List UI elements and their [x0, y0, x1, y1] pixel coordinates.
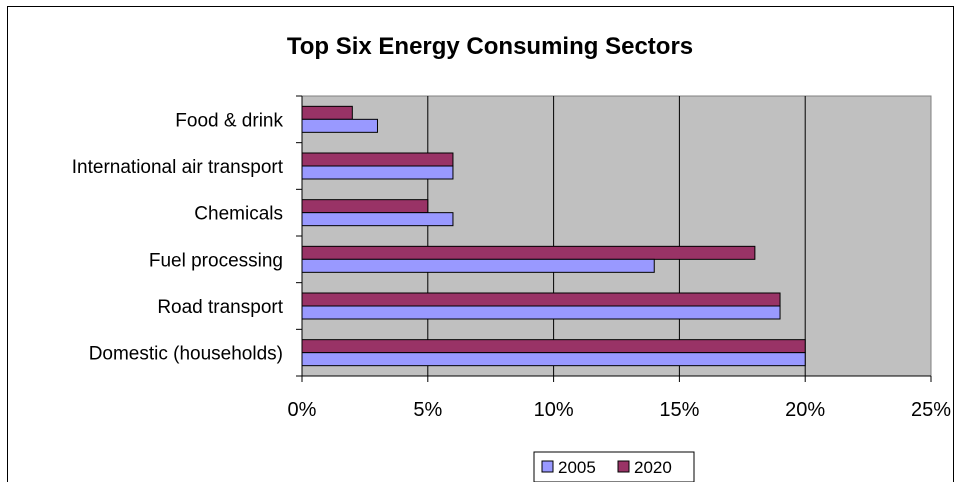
bar-2020 [301, 152, 454, 167]
chart-title: Top Six Energy Consuming Sectors [287, 33, 693, 60]
legend-swatch-2020 [617, 460, 630, 473]
bar-2005 [301, 352, 806, 367]
bar-2020 [301, 105, 353, 120]
bar-2005 [301, 258, 655, 273]
category-label: International air transport [72, 157, 284, 178]
bar-2020 [301, 199, 429, 214]
legend: 2005 2020 [533, 451, 695, 482]
bar-2020 [301, 339, 806, 354]
x-tick-label: 0% [288, 399, 317, 421]
category-label: Fuel processing [149, 250, 283, 271]
bar-2005 [301, 165, 454, 180]
legend-label: 2020 [634, 458, 672, 477]
plot-background [301, 95, 932, 377]
bar-2005 [301, 118, 378, 133]
plot-area: 0% 5% 10% 15% 20% 25% Domestic (households) Roa… [72, 95, 951, 421]
legend-swatch-2005 [541, 460, 554, 473]
category-label: Road transport [157, 297, 283, 318]
bar-2005 [301, 305, 781, 320]
bar-2005 [301, 212, 454, 227]
category-label: Domestic (households) [89, 344, 283, 365]
x-tick-label: 25% [911, 399, 951, 421]
x-tick-label: 5% [413, 399, 442, 421]
x-tick-label: 15% [659, 399, 699, 421]
bar-2020 [301, 245, 756, 260]
x-tick-label: 10% [534, 399, 574, 421]
x-tick-label: 20% [785, 399, 825, 421]
category-label: Food & drink [175, 110, 283, 131]
bar-2020 [301, 292, 781, 307]
legend-box [533, 451, 695, 482]
category-label: Chemicals [194, 204, 283, 225]
legend-label: 2005 [558, 458, 596, 477]
